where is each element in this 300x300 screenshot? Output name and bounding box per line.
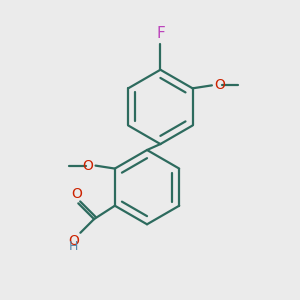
Text: O: O	[82, 159, 93, 172]
Text: H: H	[68, 240, 78, 253]
Text: O: O	[71, 187, 82, 201]
Text: O: O	[68, 234, 79, 248]
Text: F: F	[156, 26, 165, 41]
Text: O: O	[214, 78, 225, 92]
